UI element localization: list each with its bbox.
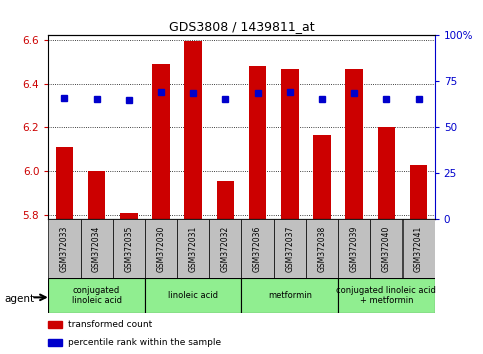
Bar <box>306 219 338 278</box>
Bar <box>370 219 402 278</box>
Bar <box>242 278 338 313</box>
Bar <box>338 278 435 313</box>
Bar <box>177 219 209 278</box>
Text: metformin: metformin <box>268 291 312 300</box>
Bar <box>249 66 267 219</box>
Text: GSM372037: GSM372037 <box>285 225 294 272</box>
Text: linoleic acid: linoleic acid <box>168 291 218 300</box>
Bar <box>48 219 81 278</box>
Bar <box>48 321 62 328</box>
Text: percentile rank within the sample: percentile rank within the sample <box>68 338 221 347</box>
Bar <box>81 219 113 278</box>
Bar <box>410 165 427 219</box>
Text: GSM372038: GSM372038 <box>317 225 327 272</box>
Bar <box>281 69 298 219</box>
Bar <box>345 69 363 219</box>
Text: GSM372041: GSM372041 <box>414 225 423 272</box>
Bar <box>216 181 234 219</box>
Bar <box>113 219 145 278</box>
Text: GSM372034: GSM372034 <box>92 225 101 272</box>
Bar <box>185 41 202 219</box>
Bar <box>152 64 170 219</box>
Bar <box>88 171 105 219</box>
Bar <box>120 213 138 219</box>
Text: GSM372036: GSM372036 <box>253 225 262 272</box>
Text: conjugated linoleic acid
+ metformin: conjugated linoleic acid + metformin <box>337 286 436 305</box>
Bar <box>145 219 177 278</box>
Text: GSM372031: GSM372031 <box>189 225 198 272</box>
Bar <box>209 219 242 278</box>
Bar <box>48 278 145 313</box>
Bar <box>242 219 274 278</box>
Text: GSM372030: GSM372030 <box>156 225 166 272</box>
Bar <box>378 127 395 219</box>
Title: GDS3808 / 1439811_at: GDS3808 / 1439811_at <box>169 20 314 33</box>
Text: GSM372035: GSM372035 <box>124 225 133 272</box>
Text: conjugated
linoleic acid: conjugated linoleic acid <box>71 286 122 305</box>
Bar <box>313 135 331 219</box>
Text: agent: agent <box>5 294 35 304</box>
Bar <box>145 278 242 313</box>
Bar <box>274 219 306 278</box>
Text: GSM372033: GSM372033 <box>60 225 69 272</box>
Bar <box>402 219 435 278</box>
Bar <box>56 147 73 219</box>
Text: GSM372032: GSM372032 <box>221 225 230 272</box>
Text: transformed count: transformed count <box>68 320 152 329</box>
Text: GSM372040: GSM372040 <box>382 225 391 272</box>
Bar <box>338 219 370 278</box>
Text: GSM372039: GSM372039 <box>350 225 359 272</box>
Bar <box>48 339 62 346</box>
